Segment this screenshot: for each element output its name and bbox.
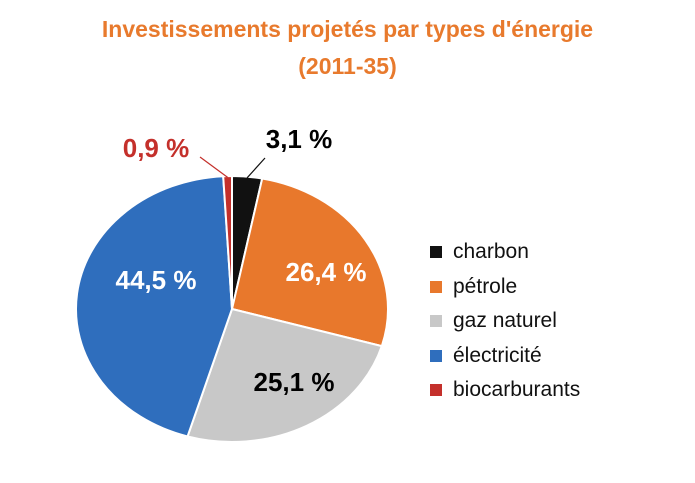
legend-swatch xyxy=(430,280,442,293)
legend-swatch xyxy=(430,246,442,259)
data-label-électricité: 44,5 % xyxy=(116,265,197,295)
pie-slice-pétrole xyxy=(230,177,389,348)
chart-legend: charbon pétrole gaz naturel électricité bioc… xyxy=(430,235,580,408)
chart-title: Investissements projetés par types d'éne… xyxy=(101,16,594,42)
data-label-biocarburants: 0,9 % xyxy=(123,133,190,163)
legend-swatch xyxy=(430,315,442,328)
legend-label: électricité xyxy=(453,343,542,367)
legend-label: biocarburants xyxy=(453,378,581,402)
legend-label: gaz naturel xyxy=(453,309,557,333)
legend-label: pétrole xyxy=(453,274,518,298)
legend-label: charbon xyxy=(453,240,529,264)
data-label-gaz-naturel: 25,1 % xyxy=(254,367,335,397)
pie-slice-gaz-naturel xyxy=(186,307,384,443)
legend-item-biocarburants: biocarburants xyxy=(430,373,580,408)
pie-slice-biocarburants xyxy=(222,174,233,310)
leader-line-biocarburants xyxy=(199,156,228,178)
legend-swatch xyxy=(430,349,442,362)
chart-subtitle: (2011-35) xyxy=(298,53,397,79)
pie-slice-électricité xyxy=(75,175,234,438)
legend-item-gaz-naturel: gaz naturel xyxy=(430,304,580,339)
legend-item-charbon: charbon xyxy=(430,235,580,270)
leader-line-charbon xyxy=(246,157,266,179)
legend-item-pétrole: pétrole xyxy=(430,270,580,305)
legend-swatch xyxy=(430,384,442,397)
data-label-charbon: 3,1 % xyxy=(266,124,333,154)
data-label-pétrole: 26,4 % xyxy=(286,257,367,287)
legend-item-électricité: électricité xyxy=(430,339,580,374)
